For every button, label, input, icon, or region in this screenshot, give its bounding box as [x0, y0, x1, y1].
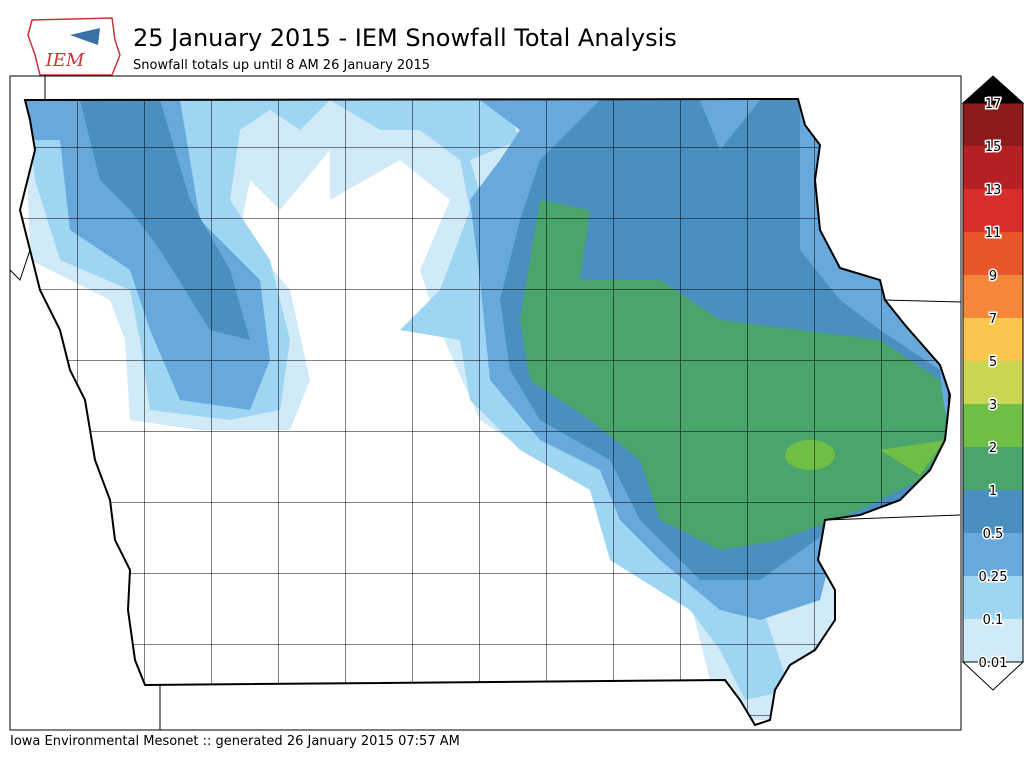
colorbar-bin [963, 189, 1023, 232]
footer: Iowa Environmental Mesonet :: generated … [10, 734, 460, 749]
colorbar-label: 13 [985, 183, 1002, 198]
colorbar-label: 0.1 [983, 613, 1004, 628]
colorbar-bin [963, 232, 1023, 275]
map-frame [9, 75, 962, 731]
colorbar-label: 9 [989, 269, 997, 284]
colorbar-bin [963, 275, 1023, 318]
colorbar-label: 7 [989, 312, 997, 327]
colorbar-bin [963, 447, 1023, 490]
colorbar-bin [963, 146, 1023, 189]
colorbar-bin [963, 619, 1023, 662]
colorbar-label: 3 [989, 398, 997, 413]
title: 25 January 2015 - IEM Snowfall Total Ana… [133, 24, 677, 52]
colorbar-label: 17 [985, 97, 1002, 112]
colorbar-frame [962, 102, 1024, 663]
logo: IEM [27, 17, 121, 76]
neighbor-borders [9, 76, 962, 730]
colorbar-bin [963, 404, 1023, 447]
state-outline [18, 97, 952, 727]
colorbar-bin [963, 103, 1023, 146]
subtitle: Snowfall totals up until 8 AM 26 January… [133, 58, 430, 73]
snow-fill [20, 99, 950, 725]
colorbar-label: 5 [989, 355, 997, 370]
colorbar-label: 0.5 [983, 527, 1004, 542]
colorbar-label: 1 [989, 484, 997, 499]
colorbar-bin [963, 490, 1023, 533]
logo-text: IEM [45, 50, 85, 71]
colorbar-label: 0.01 [979, 656, 1008, 671]
colorbar: 0.01 0.1 0.25 0.5 1 2 3 5 7 9 11 13 15 17 [961, 75, 1024, 691]
colorbar-bin [963, 318, 1023, 361]
colorbar-bin [963, 533, 1023, 576]
colorbar-label: 11 [985, 226, 1002, 241]
colorbar-label: 0.25 [979, 570, 1008, 585]
colorbar-label: 2 [989, 441, 997, 456]
colorbar-bin [963, 576, 1023, 619]
colorbar-bin [963, 361, 1023, 404]
colorbar-label: 15 [985, 140, 1002, 155]
